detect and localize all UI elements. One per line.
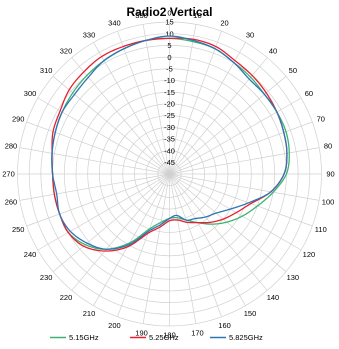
- grid-spoke: [52, 173, 170, 272]
- radial-tick-label: 0: [167, 53, 171, 62]
- grid-spoke: [37, 173, 170, 251]
- radial-tick-label: -30: [164, 123, 175, 132]
- angle-label: 340: [108, 18, 121, 27]
- angle-label: 10: [193, 11, 201, 20]
- radial-tick-label: -35: [164, 135, 175, 144]
- series-line-5825ghz: [51, 35, 288, 250]
- grid-spoke: [169, 24, 197, 175]
- angle-label: 90: [326, 170, 334, 179]
- angle-label: 100: [322, 198, 335, 207]
- grid-spoke: [117, 31, 170, 175]
- grid-spoke: [169, 97, 302, 175]
- grid-spoke: [26, 173, 170, 227]
- grid-spoke: [169, 173, 320, 201]
- grid-spoke: [142, 173, 170, 324]
- legend-label: 5.15GHz: [69, 333, 99, 342]
- grid-spoke: [26, 121, 170, 175]
- angle-label: 120: [303, 250, 316, 259]
- legend: 5.15GHz 5.25GHz 5.825GHz: [50, 333, 263, 342]
- angle-label: 320: [60, 46, 73, 55]
- grid-spoke: [71, 173, 170, 291]
- radial-tick-label: 10: [165, 29, 173, 38]
- grid-spoke: [169, 173, 246, 306]
- angle-label: 80: [324, 142, 332, 151]
- grid-spoke: [169, 173, 313, 227]
- angle-label: 160: [218, 321, 231, 330]
- radial-tick-labels: 15 10 5 0 -5 -10 -15 -20 -25 -30 -35 -40 -45: [164, 18, 175, 167]
- grid-spoke: [93, 42, 170, 175]
- angle-label: 110: [315, 225, 327, 234]
- angle-label: 70: [317, 115, 325, 124]
- radial-tick-label: -20: [164, 100, 175, 109]
- angle-labels: 0 102030405060708090100110120130140150160…: [2, 9, 334, 340]
- legend-label: 5.825GHz: [229, 333, 263, 342]
- angle-label: 150: [244, 309, 257, 318]
- angle-label: 140: [267, 293, 280, 302]
- grid-spoke: [169, 31, 222, 175]
- chart-title: Radio2 Vertical: [126, 5, 212, 19]
- angle-label: 0: [167, 9, 171, 18]
- angle-label: 270: [2, 170, 15, 179]
- grid-spoke: [169, 121, 313, 175]
- grid-spoke: [169, 173, 197, 324]
- grid-spoke: [169, 42, 246, 175]
- angle-label: 240: [24, 250, 37, 259]
- angle-label: 180: [163, 331, 176, 340]
- angle-label: 220: [60, 293, 73, 302]
- legend-label: 5.25GHz: [149, 333, 179, 342]
- angle-label: 20: [220, 18, 228, 27]
- angle-label: 130: [287, 273, 300, 282]
- series-lines: [51, 35, 290, 252]
- grid-spoke: [19, 147, 170, 175]
- angle-label: 250: [12, 225, 25, 234]
- angle-label: 50: [289, 66, 297, 75]
- angle-label: 170: [191, 328, 204, 337]
- radial-tick-label: -25: [164, 111, 175, 120]
- grid-spoke: [117, 173, 170, 317]
- angle-label: 350: [135, 11, 148, 20]
- grid-spoke: [93, 173, 170, 306]
- grid-spoke: [19, 173, 170, 201]
- angle-label: 290: [12, 115, 25, 124]
- angle-label: 230: [40, 273, 53, 282]
- radial-tick-label: -15: [164, 88, 175, 97]
- angle-label: 330: [83, 30, 96, 39]
- radial-tick-label: -45: [164, 158, 175, 167]
- angle-label: 190: [135, 328, 148, 337]
- angle-label: 300: [24, 89, 37, 98]
- angle-label: 60: [305, 89, 313, 98]
- radial-tick-label: -40: [164, 146, 175, 155]
- angle-label: 30: [246, 30, 254, 39]
- grid-spoke: [169, 147, 320, 175]
- grid-spoke: [169, 173, 287, 272]
- angle-label: 40: [269, 46, 277, 55]
- angle-label: 200: [108, 321, 121, 330]
- grid-spoke: [169, 173, 222, 317]
- angle-label: 210: [83, 309, 96, 318]
- grid-spoke: [142, 24, 170, 175]
- radial-tick-label: 15: [165, 18, 173, 27]
- radial-tick-label: 5: [167, 41, 171, 50]
- angle-label: 260: [5, 198, 18, 207]
- radial-tick-label: -10: [164, 76, 175, 85]
- angle-label: 280: [5, 142, 18, 151]
- grid-spoke: [169, 173, 302, 251]
- radial-tick-label: -5: [166, 64, 173, 73]
- angle-label: 310: [40, 66, 53, 75]
- grid-spoke: [169, 173, 268, 291]
